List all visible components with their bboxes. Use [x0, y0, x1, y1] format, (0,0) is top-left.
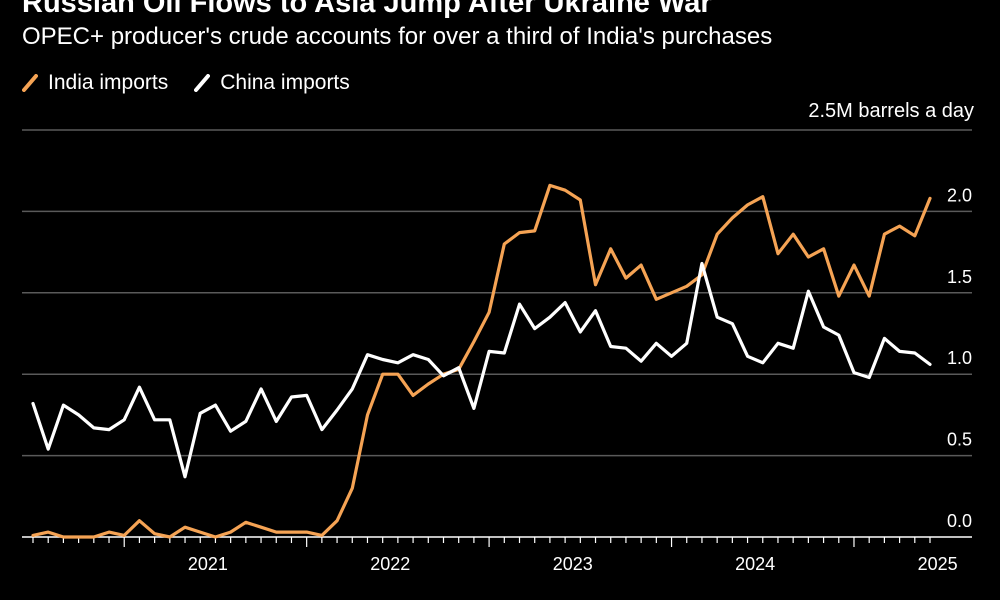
y-unit-label: 2.5M barrels a day: [808, 100, 974, 122]
legend-label-china: China imports: [220, 71, 350, 94]
y-tick-label: 0.5: [947, 430, 972, 450]
legend-swatch-india-icon: [22, 74, 38, 92]
legend-item-china: China imports: [194, 70, 350, 96]
chart-subtitle: OPEC+ producer's crude accounts for over…: [22, 23, 773, 50]
x-tick-label: 2025: [918, 554, 958, 574]
legend-label-india: India imports: [48, 71, 169, 94]
x-tick-label: 2024: [735, 554, 775, 574]
y-tick-label: 1.0: [947, 348, 972, 368]
china-imports-line: [31, 261, 932, 479]
x-tick-label: 2022: [370, 554, 410, 574]
legend-item-india: India imports: [22, 70, 168, 96]
india-imports-line: [31, 183, 932, 539]
legend-swatch-china-icon: [194, 74, 211, 92]
x-tick-label: 2021: [188, 554, 228, 574]
x-tick-label: 2023: [553, 554, 593, 574]
y-tick-label: 1.5: [947, 267, 972, 287]
legend: India imports China imports: [22, 70, 350, 96]
y-tick-label: 2.0: [947, 185, 972, 205]
y-tick-label: 0.0: [947, 511, 972, 531]
chart-title: Russian Oil Flows to Asia Jump After Ukr…: [22, 0, 712, 19]
